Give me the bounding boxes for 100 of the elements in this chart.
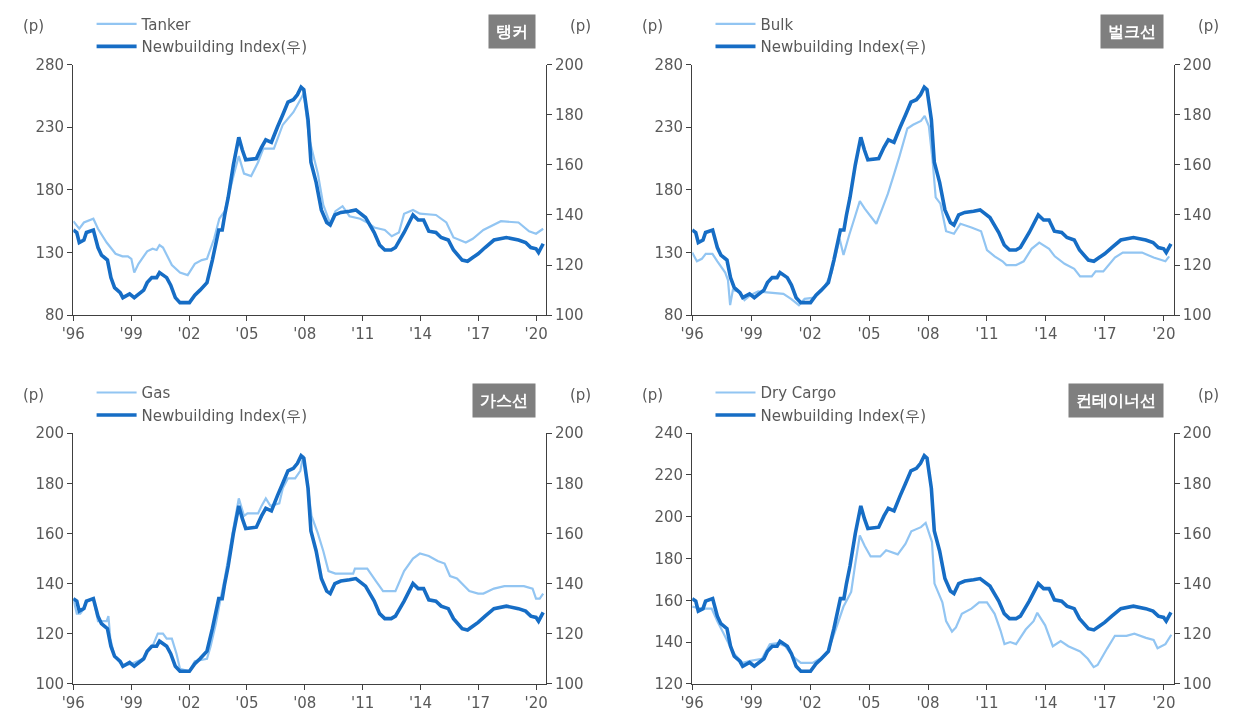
y2-tick-label: 160 — [555, 156, 584, 175]
x-tick-label: '96 — [680, 325, 704, 344]
x-tick-label: '20 — [1152, 325, 1176, 344]
y2-axis-title: (p) — [570, 386, 592, 404]
line-series — [73, 85, 545, 305]
y2-tick-label: 180 — [555, 474, 584, 493]
line-series — [692, 521, 1173, 669]
x-tick-label: '11 — [351, 325, 375, 344]
y-tick-label: 160 — [654, 591, 684, 610]
y-tick-label: 280 — [654, 55, 684, 74]
y-tick-label: 140 — [654, 633, 684, 652]
y2-tick-label: 140 — [1182, 206, 1212, 225]
y2-axis-title: (p) — [570, 17, 592, 35]
x-tick-label: '05 — [235, 693, 259, 712]
y2-tick-label: 100 — [555, 675, 584, 694]
x-tick-label: '08 — [916, 693, 940, 712]
x-tick-label: '14 — [1034, 325, 1058, 344]
x-tick-label: '14 — [408, 693, 433, 712]
line-series — [692, 453, 1173, 674]
chart-title: 가스선 — [480, 391, 528, 410]
x-tick-label: '96 — [61, 325, 85, 344]
x-tick-label: '05 — [857, 693, 881, 712]
legend-label: Newbuilding Index(우) — [760, 406, 927, 425]
x-tick-label: '96 — [680, 693, 704, 712]
y2-tick-label: 180 — [1182, 474, 1212, 493]
legend-label: Dry Cargo — [760, 384, 837, 403]
y2-tick-label: 140 — [1182, 574, 1212, 593]
y-tick-label: 180 — [35, 181, 65, 200]
legend-label: Newbuilding Index(우) — [141, 38, 308, 57]
y-tick-label: 130 — [35, 243, 65, 262]
y-tick-label: 80 — [663, 306, 684, 325]
y-axis-title: (p) — [23, 386, 45, 404]
legend-label: Newbuilding Index(우) — [760, 38, 927, 57]
x-tick-label: '99 — [739, 325, 763, 344]
y2-tick-label: 180 — [1182, 105, 1212, 124]
x-tick-label: '02 — [798, 693, 822, 712]
y2-tick-label: 200 — [555, 55, 584, 74]
y2-tick-label: 100 — [1182, 306, 1212, 325]
chart-title: 컨테이너선 — [1076, 391, 1156, 410]
y-tick-label: 80 — [45, 306, 65, 325]
y2-tick-label: 160 — [555, 524, 584, 543]
x-tick-label: '11 — [351, 693, 375, 712]
x-tick-label: '05 — [857, 325, 881, 344]
y-tick-label: 180 — [35, 474, 65, 493]
y-axis-title: (p) — [642, 17, 664, 35]
y-tick-label: 120 — [654, 675, 684, 694]
y2-tick-label: 120 — [555, 256, 584, 275]
y-tick-label: 280 — [35, 55, 65, 74]
y-tick-label: 130 — [654, 243, 684, 262]
x-tick-label: '17 — [466, 325, 490, 344]
y-tick-label: 120 — [35, 624, 65, 643]
x-tick-label: '17 — [1093, 693, 1117, 712]
x-tick-label: '02 — [177, 693, 201, 712]
y2-tick-label: 160 — [1182, 524, 1212, 543]
legend-label: Tanker — [140, 15, 192, 34]
y2-tick-label: 140 — [555, 574, 584, 593]
x-tick-label: '02 — [177, 325, 201, 344]
y2-tick-label: 100 — [1182, 675, 1212, 694]
y2-axis-title: (p) — [1198, 386, 1220, 404]
legend-label: Gas — [141, 384, 171, 403]
y-tick-label: 180 — [654, 549, 684, 568]
x-tick-label: '96 — [61, 693, 85, 712]
x-tick-label: '99 — [739, 693, 763, 712]
y2-tick-label: 180 — [555, 105, 584, 124]
legend-label: Newbuilding Index(우) — [141, 406, 308, 425]
y2-tick-label: 200 — [1182, 55, 1212, 74]
y2-tick-label: 120 — [1182, 256, 1212, 275]
y-tick-label: 240 — [654, 424, 684, 443]
y2-tick-label: 100 — [555, 306, 584, 325]
y2-tick-label: 120 — [1182, 624, 1212, 643]
y2-tick-label: 200 — [1182, 424, 1212, 443]
y-tick-label: 220 — [654, 466, 684, 485]
x-tick-label: '05 — [235, 325, 259, 344]
y-tick-label: 140 — [35, 574, 65, 593]
x-tick-label: '02 — [798, 325, 822, 344]
x-tick-label: '20 — [524, 325, 548, 344]
y-tick-label: 200 — [654, 507, 684, 526]
y2-tick-label: 160 — [1182, 156, 1212, 175]
x-tick-label: '99 — [119, 693, 143, 712]
x-tick-label: '14 — [408, 325, 433, 344]
y-axis-title: (p) — [23, 17, 45, 35]
x-tick-label: '17 — [466, 693, 490, 712]
x-tick-label: '20 — [524, 693, 548, 712]
chart-title: 탱커 — [496, 22, 528, 41]
x-tick-label: '08 — [916, 325, 940, 344]
y2-axis-title: (p) — [1198, 17, 1220, 35]
y-tick-label: 180 — [654, 181, 684, 200]
x-tick-label: '08 — [293, 693, 317, 712]
y-tick-label: 230 — [35, 118, 65, 137]
chart-title: 벌크선 — [1108, 22, 1156, 41]
y-tick-label: 230 — [654, 118, 684, 137]
x-tick-label: '11 — [975, 325, 999, 344]
x-tick-label: '99 — [119, 325, 143, 344]
y2-tick-label: 140 — [555, 206, 584, 225]
y2-tick-label: 200 — [555, 424, 584, 443]
x-tick-label: '17 — [1093, 325, 1117, 344]
x-tick-label: '14 — [1034, 693, 1058, 712]
x-tick-label: '20 — [1152, 693, 1176, 712]
x-tick-label: '11 — [975, 693, 999, 712]
y-axis-title: (p) — [642, 386, 664, 404]
